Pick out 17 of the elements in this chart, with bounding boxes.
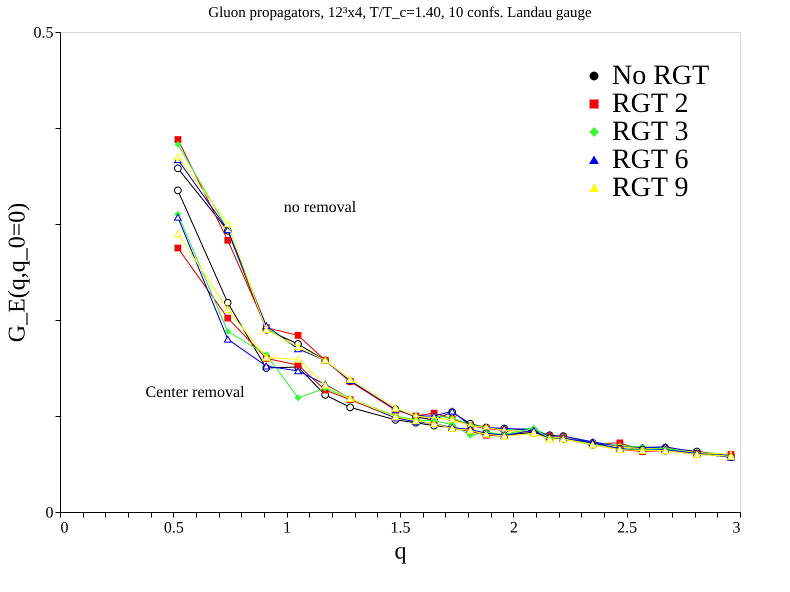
legend-label: No RGT — [612, 60, 710, 91]
x-tick-label: 2 — [510, 520, 518, 536]
legend-label: RGT 3 — [612, 116, 688, 147]
annotation: Center removal — [145, 384, 246, 401]
annotation: no removal — [284, 199, 357, 216]
x-tick-label: 0 — [60, 520, 68, 536]
chart-title: Gluon propagators, 12³x4, T/T_c=1.40, 10 confs. Landau gauge — [208, 5, 592, 21]
x-axis-title: q — [394, 538, 406, 564]
x-tick-label: 2.5 — [617, 520, 638, 536]
legend-label: RGT 2 — [612, 88, 688, 119]
x-tick-label: 0.5 — [164, 520, 184, 536]
legend-label: RGT 6 — [612, 144, 688, 175]
x-tick-label: 3 — [732, 520, 740, 536]
x-tick-label: 1.5 — [390, 520, 410, 536]
x-tick-label: 1 — [283, 520, 292, 536]
legend-label: RGT 9 — [612, 172, 688, 203]
y-axis-title: G_E(q,q_0=0) — [4, 202, 30, 342]
